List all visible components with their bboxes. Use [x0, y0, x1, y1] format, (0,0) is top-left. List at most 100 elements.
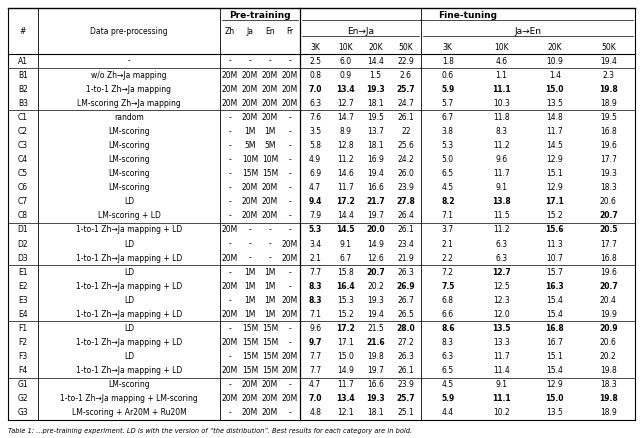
Text: 1-to-1 Zh→Ja mapping + LD: 1-to-1 Zh→Ja mapping + LD [76, 226, 182, 234]
Text: 6.6: 6.6 [442, 310, 454, 319]
Text: 12.1: 12.1 [337, 409, 354, 417]
Text: -: - [228, 127, 232, 136]
Text: 15.4: 15.4 [547, 366, 563, 375]
Text: -: - [228, 141, 232, 150]
Text: LM-scoring + Ar20M + Ru20M: LM-scoring + Ar20M + Ru20M [72, 409, 186, 417]
Text: 20M: 20M [242, 85, 258, 94]
Text: 13.4: 13.4 [336, 85, 355, 94]
Text: -: - [289, 338, 291, 347]
Text: 1.5: 1.5 [370, 71, 381, 80]
Text: 19.3: 19.3 [366, 85, 385, 94]
Text: 16.3: 16.3 [545, 282, 564, 291]
Text: 15.4: 15.4 [547, 296, 563, 305]
Text: 15M: 15M [242, 366, 258, 375]
Text: D3: D3 [18, 254, 28, 263]
Text: 2.3: 2.3 [602, 71, 614, 80]
Text: 27.2: 27.2 [397, 338, 414, 347]
Text: 7.5: 7.5 [441, 282, 454, 291]
Text: -: - [228, 268, 232, 277]
Text: 13.7: 13.7 [367, 127, 384, 136]
Text: 5.8: 5.8 [309, 141, 321, 150]
Text: En→Ja: En→Ja [347, 28, 374, 36]
Text: 12.9: 12.9 [547, 380, 563, 389]
Text: 19.8: 19.8 [599, 85, 618, 94]
Text: E2: E2 [19, 282, 28, 291]
Text: 11.5: 11.5 [493, 212, 509, 220]
Text: #: # [20, 28, 26, 36]
Text: 11.1: 11.1 [492, 394, 511, 403]
Text: 8.3: 8.3 [308, 282, 322, 291]
Text: 7.0: 7.0 [308, 85, 322, 94]
Text: 12.0: 12.0 [493, 310, 509, 319]
Text: 26.4: 26.4 [397, 212, 414, 220]
Text: 26.7: 26.7 [397, 296, 414, 305]
Text: 5.9: 5.9 [441, 85, 454, 94]
Text: 20M: 20M [282, 240, 298, 248]
Text: LM-scoring: LM-scoring [108, 183, 150, 192]
Text: 18.3: 18.3 [600, 380, 616, 389]
Text: 20M: 20M [222, 310, 238, 319]
Text: 14.9: 14.9 [367, 240, 384, 248]
Text: 4.8: 4.8 [309, 409, 321, 417]
Text: 5.3: 5.3 [308, 226, 322, 234]
Text: 12.5: 12.5 [493, 282, 509, 291]
Text: 19.9: 19.9 [600, 310, 617, 319]
Text: 15.1: 15.1 [547, 352, 563, 361]
Text: 4.5: 4.5 [442, 183, 454, 192]
Text: 6.5: 6.5 [442, 169, 454, 178]
Text: 11.7: 11.7 [493, 352, 509, 361]
Text: E3: E3 [18, 296, 28, 305]
Text: -: - [289, 113, 291, 122]
Text: 7.2: 7.2 [442, 268, 454, 277]
Text: 0.6: 0.6 [442, 71, 454, 80]
Text: 13.5: 13.5 [492, 324, 511, 333]
Text: 17.7: 17.7 [600, 240, 617, 248]
Text: 5.9: 5.9 [441, 394, 454, 403]
Text: -: - [289, 282, 291, 291]
Text: 11.1: 11.1 [492, 85, 511, 94]
Text: 7.7: 7.7 [309, 366, 321, 375]
Text: 25.7: 25.7 [397, 394, 415, 403]
Text: 20M: 20M [282, 352, 298, 361]
Text: 3K: 3K [310, 42, 320, 52]
Text: -: - [228, 380, 232, 389]
Text: -: - [248, 226, 252, 234]
Text: 4.6: 4.6 [495, 57, 508, 66]
Text: 8.3: 8.3 [495, 127, 508, 136]
Text: -: - [228, 197, 232, 206]
Text: 3K: 3K [443, 42, 452, 52]
Text: 5.0: 5.0 [442, 155, 454, 164]
Text: 7.1: 7.1 [309, 310, 321, 319]
Text: 19.7: 19.7 [367, 366, 384, 375]
Text: LD: LD [124, 240, 134, 248]
Text: 12.9: 12.9 [547, 183, 563, 192]
Text: 20M: 20M [242, 183, 258, 192]
Text: LD: LD [124, 268, 134, 277]
Text: 4.9: 4.9 [309, 155, 321, 164]
Text: 11.7: 11.7 [493, 169, 509, 178]
Text: 6.0: 6.0 [339, 57, 351, 66]
Text: 22.9: 22.9 [397, 57, 414, 66]
Text: LD: LD [124, 352, 134, 361]
Text: 20M: 20M [282, 254, 298, 263]
Text: 26.3: 26.3 [397, 268, 414, 277]
Text: 0.9: 0.9 [339, 71, 351, 80]
Text: 15M: 15M [262, 338, 278, 347]
Text: 12.8: 12.8 [337, 141, 354, 150]
Text: 26.1: 26.1 [397, 366, 414, 375]
Text: 9.1: 9.1 [339, 240, 351, 248]
Text: 20M: 20M [282, 71, 298, 80]
Text: 16.9: 16.9 [367, 155, 384, 164]
Text: 26.3: 26.3 [397, 352, 414, 361]
Text: -: - [228, 409, 232, 417]
Text: -: - [228, 113, 232, 122]
Text: -: - [248, 240, 252, 248]
Text: LM-scoring + LD: LM-scoring + LD [97, 212, 161, 220]
Text: 15.2: 15.2 [337, 310, 354, 319]
Text: 7.0: 7.0 [308, 394, 322, 403]
Text: 20M: 20M [242, 71, 258, 80]
Text: Table 1: ...pre-training experiment. LD is with the version of “the distribution: Table 1: ...pre-training experiment. LD … [8, 428, 412, 434]
Text: 1M: 1M [264, 296, 276, 305]
Text: 26.0: 26.0 [397, 169, 414, 178]
Text: 7.7: 7.7 [309, 268, 321, 277]
